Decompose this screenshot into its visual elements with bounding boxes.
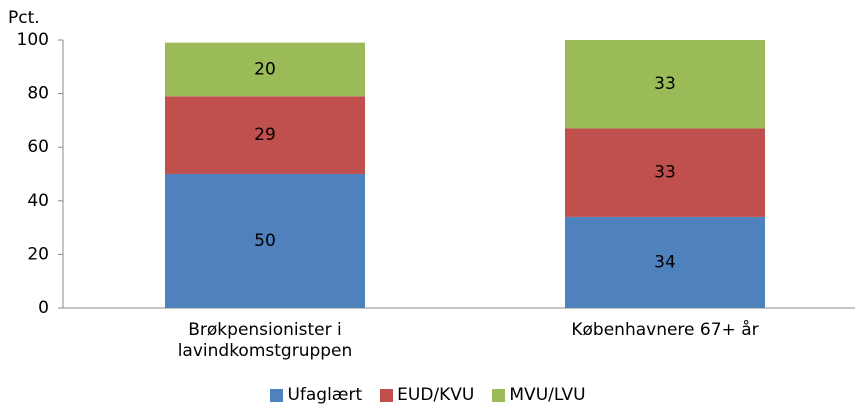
bar-segment bbox=[565, 128, 765, 217]
legend-item: MVU/LVU bbox=[492, 385, 586, 405]
y-tick-label: 40 bbox=[27, 191, 49, 211]
legend-swatch bbox=[380, 388, 394, 402]
legend-item: EUD/KVU bbox=[380, 385, 474, 405]
data-label: 29 bbox=[254, 125, 276, 145]
legend-swatch bbox=[270, 388, 284, 402]
y-tick-label: 80 bbox=[27, 84, 49, 104]
legend-label: EUD/KVU bbox=[397, 385, 475, 405]
data-label: 34 bbox=[654, 252, 676, 272]
y-axis-label: Pct. bbox=[8, 8, 40, 28]
legend-item: Ufaglært bbox=[270, 385, 362, 405]
data-label: 33 bbox=[654, 163, 676, 183]
data-label: 50 bbox=[254, 231, 276, 251]
x-tick-label: Københavnere 67+ år bbox=[571, 320, 759, 340]
y-tick-label: 0 bbox=[38, 298, 49, 318]
y-tick-label: 100 bbox=[17, 30, 49, 50]
y-tick-label: 20 bbox=[27, 244, 49, 264]
data-label: 33 bbox=[654, 74, 676, 94]
bar-segment bbox=[565, 40, 765, 129]
legend-label: MVU/LVU bbox=[509, 385, 586, 405]
data-label: 20 bbox=[254, 59, 276, 79]
y-tick-label: 60 bbox=[27, 137, 49, 157]
x-tick-label: Brøkpensionister i lavindkomstgruppen bbox=[177, 320, 353, 361]
bar-segment bbox=[165, 42, 365, 97]
bar-segment bbox=[165, 174, 365, 308]
legend-swatch bbox=[492, 388, 506, 402]
bar-segment bbox=[165, 96, 365, 174]
legend-label: Ufaglært bbox=[287, 385, 363, 405]
legend: Ufaglært EUD/KVU MVU/LVU bbox=[0, 385, 856, 405]
bar-segment bbox=[565, 216, 765, 308]
